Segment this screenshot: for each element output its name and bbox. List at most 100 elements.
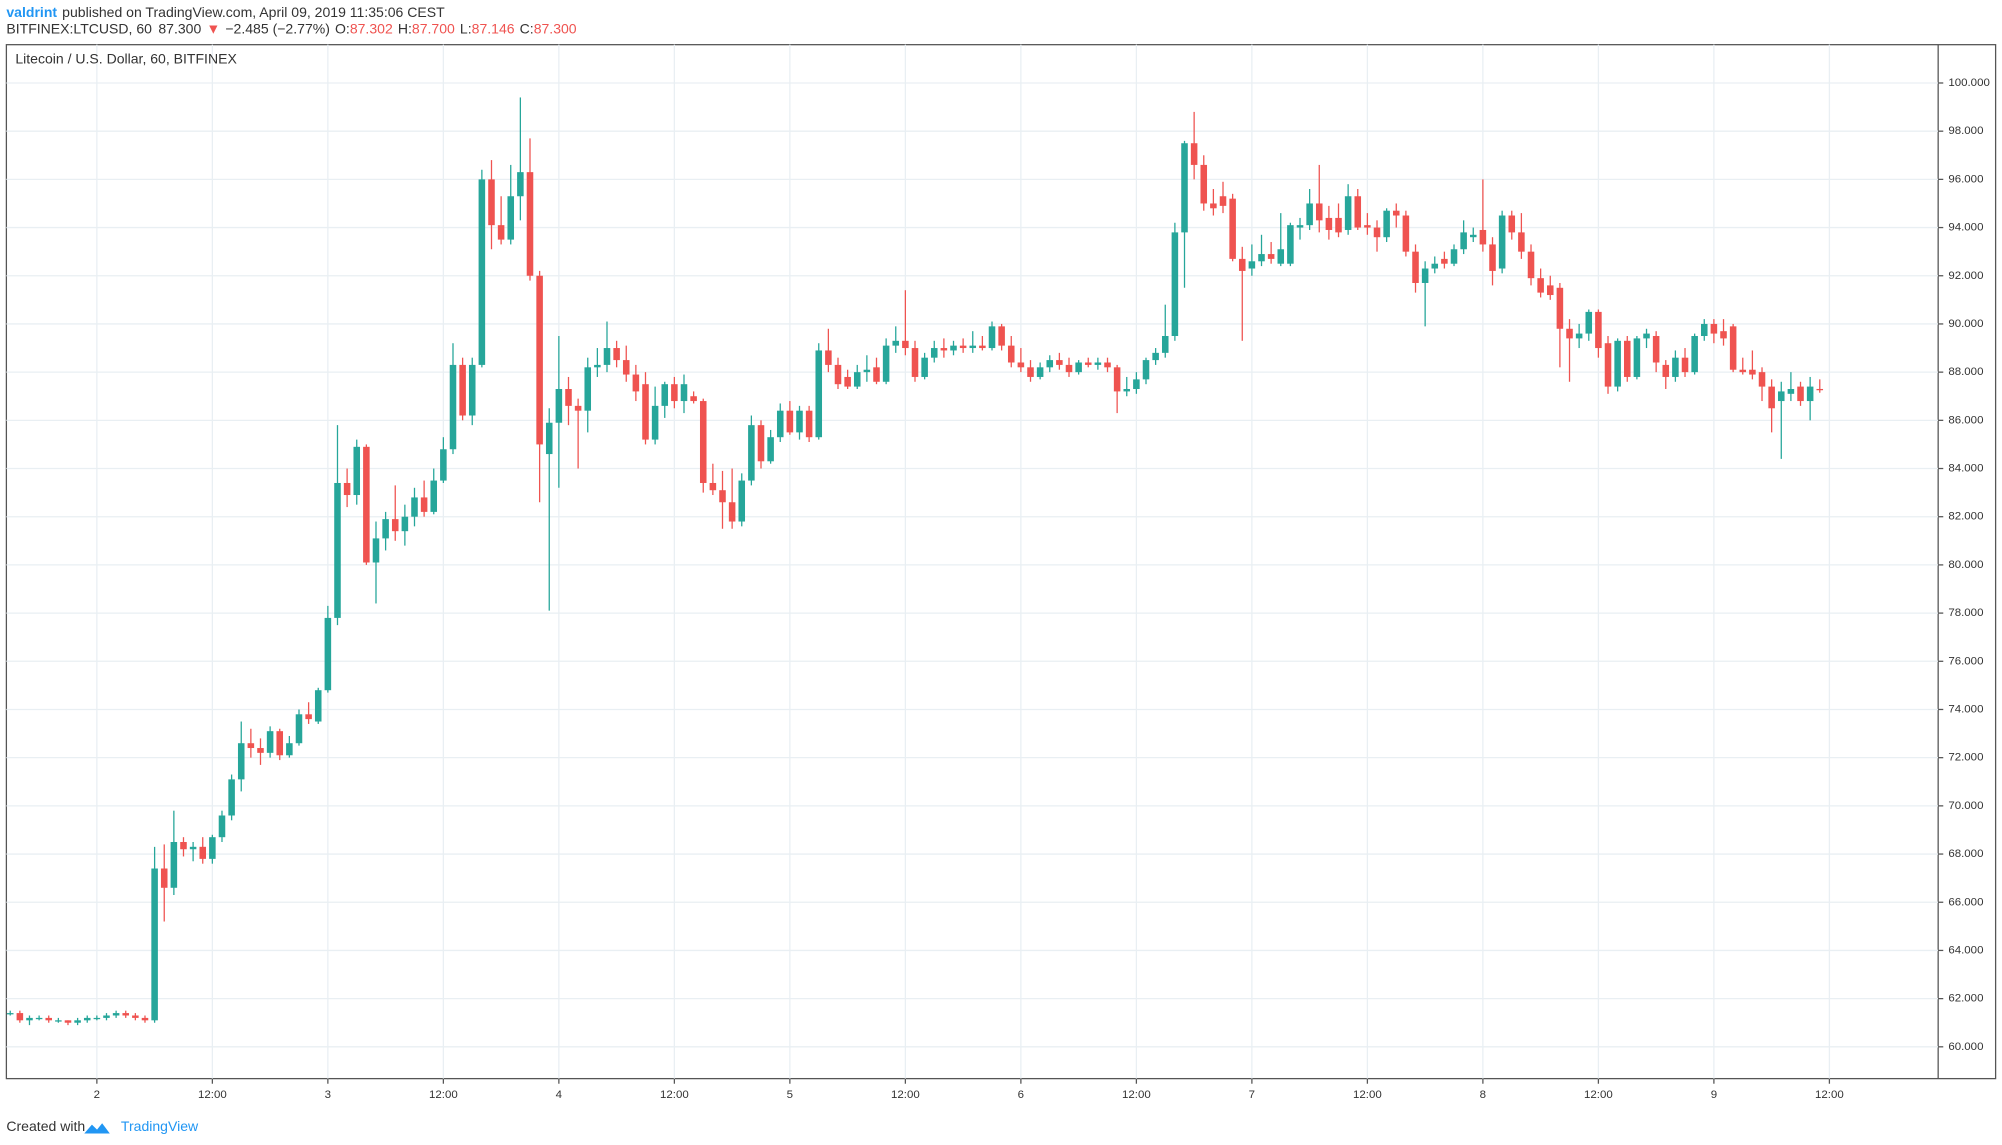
- x-tick-label: 5: [787, 1089, 793, 1101]
- y-tick-label: 100.000: [1948, 77, 1989, 89]
- candle-body: [690, 396, 697, 402]
- candle-body: [1739, 369, 1747, 373]
- candle-body: [1296, 225, 1304, 228]
- candle-body: [497, 225, 505, 240]
- y-tick-label: 60.000: [1948, 1041, 1983, 1053]
- candle-body: [1777, 391, 1785, 402]
- y-tick-label: 64.000: [1948, 944, 1983, 956]
- x-tick-label: 12:00: [429, 1089, 458, 1101]
- candle-body: [1575, 333, 1583, 339]
- candle-body: [1075, 362, 1082, 373]
- candle-body: [1498, 215, 1506, 269]
- candle-body: [160, 868, 168, 888]
- tradingview-logo: [84, 1123, 110, 1134]
- y-tick-label: 86.000: [1948, 414, 1983, 426]
- candle-body: [1441, 258, 1448, 264]
- candle-body: [1056, 360, 1063, 365]
- candle-body: [921, 357, 928, 377]
- candle-body: [1691, 335, 1698, 373]
- candle-body: [1585, 311, 1593, 334]
- candle-body: [526, 172, 534, 276]
- candle-body: [1200, 164, 1208, 204]
- y-tick-label: 90.000: [1948, 318, 1983, 330]
- candle-body: [1643, 333, 1650, 339]
- footer-text: Created with: [6, 1118, 85, 1134]
- candle-body: [988, 326, 996, 349]
- x-tick-label: 8: [1480, 1089, 1486, 1101]
- candle-body: [1460, 232, 1467, 250]
- candle-body: [979, 345, 986, 349]
- candle-body: [1518, 232, 1525, 252]
- candle-body: [1306, 203, 1313, 226]
- candle-body: [709, 482, 717, 491]
- candle-body: [1806, 386, 1814, 402]
- candle-body: [594, 364, 601, 368]
- candle-body: [1797, 386, 1804, 402]
- candle-body: [517, 172, 524, 197]
- candle-body: [671, 384, 678, 402]
- candle-body: [1238, 258, 1246, 271]
- candle-body: [353, 446, 361, 496]
- candle-body: [950, 345, 957, 351]
- y-tick-label: 66.000: [1948, 896, 1983, 908]
- last-price: 87.300: [158, 20, 201, 36]
- candle-body: [180, 842, 187, 850]
- candle-body: [372, 538, 380, 563]
- candle-body: [1161, 335, 1169, 353]
- candle-body: [1065, 364, 1073, 373]
- candle-body: [1344, 196, 1352, 230]
- ohlc-label: C:: [520, 20, 534, 36]
- candle-body: [266, 731, 274, 753]
- candle-body: [151, 868, 158, 1021]
- candle-body: [170, 842, 178, 888]
- candle-body: [757, 425, 765, 462]
- candle-body: [430, 480, 438, 512]
- candle-body: [295, 714, 303, 744]
- candle-body: [1007, 345, 1015, 363]
- candle-body: [103, 1015, 110, 1018]
- candle-body: [1267, 254, 1275, 259]
- candle-body: [825, 350, 832, 365]
- x-tick-label: 2: [94, 1089, 100, 1101]
- candle-body: [324, 617, 332, 691]
- author: valdrint: [6, 3, 57, 19]
- candle-body: [1556, 287, 1564, 329]
- candle-body: [122, 1013, 130, 1016]
- candle-body: [1710, 323, 1718, 334]
- candle-body: [1364, 225, 1371, 228]
- candle-body: [642, 384, 649, 440]
- y-tick-label: 78.000: [1948, 607, 1983, 619]
- candle-body: [1672, 357, 1679, 377]
- candle-body: [1469, 234, 1477, 238]
- candle-body: [420, 497, 428, 512]
- candle-body: [1171, 232, 1179, 336]
- x-tick-label: 12:00: [1353, 1089, 1382, 1101]
- candle-body: [83, 1017, 91, 1021]
- candle-body: [748, 425, 755, 481]
- candle-body: [1749, 369, 1756, 375]
- header-line-2: BITFINEX:LTCUSD, 60 87.300 ▼ −2.485 (−2.77%…: [6, 20, 576, 36]
- candle-body: [1489, 244, 1496, 271]
- candle-body: [1258, 254, 1265, 262]
- candle-body: [1662, 364, 1670, 377]
- chart-frame: [5, 44, 1997, 1080]
- candle-body: [1210, 203, 1217, 209]
- change: −2.485 (−2.77%): [225, 20, 330, 36]
- candle-body: [574, 405, 582, 411]
- ohlc-label: H:: [398, 20, 412, 36]
- candle-body: [55, 1020, 62, 1022]
- header-line-1: valdrint published on TradingView.com, Ap…: [6, 3, 445, 19]
- candle-body: [26, 1017, 33, 1021]
- footer: Created with TradingView: [6, 1118, 199, 1134]
- y-tick-label: 94.000: [1948, 222, 1983, 234]
- candle-body: [805, 410, 813, 438]
- candle-body: [247, 743, 255, 749]
- x-tick-label: 12:00: [198, 1089, 227, 1101]
- candle-body: [507, 196, 515, 240]
- candle-body: [93, 1017, 101, 1020]
- candle-body: [440, 449, 447, 481]
- y-tick-label: 70.000: [1948, 800, 1983, 812]
- candle-body: [478, 179, 486, 365]
